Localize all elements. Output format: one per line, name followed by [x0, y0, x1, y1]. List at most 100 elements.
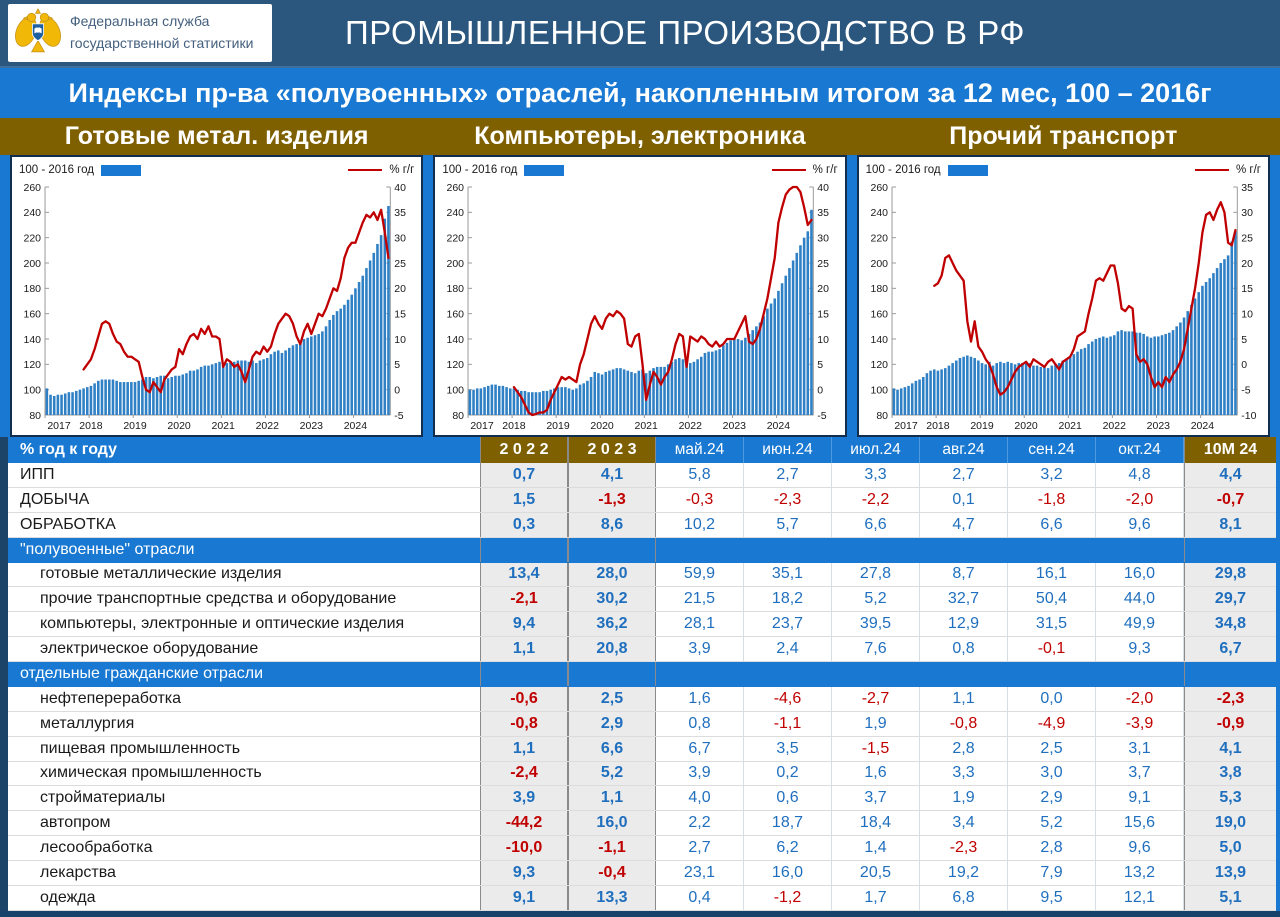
- table-cell: 0,3: [480, 512, 568, 537]
- row-label: химическая промышленность: [40, 764, 262, 782]
- legend-line-label: % г/г: [1235, 164, 1261, 176]
- legend-bars: 100 - 2016 год: [19, 164, 141, 176]
- svg-text:2018: 2018: [79, 420, 103, 432]
- column-header: окт.24: [1096, 437, 1184, 463]
- svg-text:-5: -5: [818, 410, 828, 422]
- table-cell: 6,7: [1184, 637, 1276, 661]
- agency-name: Федеральная служба государственной стати…: [70, 11, 253, 54]
- yoy-line-series: [932, 201, 1237, 396]
- chart-panel-1: 100 - 2016 год % г/г 80 100 120 140 160 180 20…: [433, 155, 847, 437]
- table-cell: 8,6: [568, 512, 656, 537]
- table-cell: 3,3: [832, 463, 920, 487]
- table-cell: 1,4: [832, 836, 920, 860]
- chart-legend: 100 - 2016 год % г/г: [864, 159, 1263, 181]
- bottom-border: [0, 911, 1280, 917]
- table-cell: 6,2: [744, 836, 832, 860]
- table-cell: 16,0: [744, 861, 832, 885]
- table-row: компьютеры, электронные и оптические изд…: [8, 612, 1276, 638]
- svg-text:10: 10: [818, 334, 830, 346]
- table-cell: 5,2: [1008, 811, 1096, 836]
- line-swatch-icon: [1194, 169, 1229, 171]
- table-corner-label: % год к году: [8, 437, 480, 463]
- table-cell: 9,4: [480, 612, 568, 637]
- svg-text:2021: 2021: [1058, 420, 1082, 432]
- table-cell: 5,3: [1184, 786, 1276, 811]
- row-label: прочие транспортные средства и оборудова…: [40, 590, 397, 608]
- svg-text:10: 10: [394, 334, 406, 346]
- table-cell: 1,1: [920, 686, 1008, 711]
- row-label: автопром: [40, 814, 111, 832]
- column-header: июн.24: [744, 437, 832, 463]
- table-cell: 23,1: [656, 861, 744, 885]
- row-label: электрическое оборудование: [40, 640, 259, 658]
- svg-text:240: 240: [870, 207, 888, 219]
- column-header: 2 0 2 2: [480, 437, 568, 463]
- table-cell: -0,1: [1008, 637, 1096, 661]
- svg-text:30: 30: [394, 232, 406, 244]
- row-label: одежда: [40, 888, 96, 906]
- svg-text:2023: 2023: [1146, 420, 1170, 432]
- svg-text:35: 35: [1241, 182, 1253, 194]
- table-cell: 4,1: [568, 463, 656, 487]
- table-cell: 5,1: [1184, 885, 1276, 910]
- table-cell: -3,9: [1096, 711, 1184, 736]
- svg-text:2024: 2024: [344, 420, 368, 432]
- table-cell: -2,7: [832, 686, 920, 711]
- table-cell: 28,0: [568, 562, 656, 587]
- table-cell: [832, 537, 920, 562]
- table-cell: 2,8: [920, 736, 1008, 761]
- bars-series: [45, 206, 390, 415]
- table-cell: -1,2: [744, 885, 832, 910]
- svg-text:100: 100: [870, 384, 888, 396]
- table-cell: 3,5: [744, 736, 832, 761]
- table-cell: 10,2: [656, 512, 744, 537]
- column-header: авг.24: [920, 437, 1008, 463]
- legend-line: % г/г: [1194, 164, 1261, 176]
- table-cell: 6,8: [920, 885, 1008, 910]
- column-header: 2 0 2 3: [568, 437, 656, 463]
- table-cell: 21,5: [656, 587, 744, 612]
- table-cell: 20,5: [832, 861, 920, 885]
- table-cell: -2,0: [1096, 686, 1184, 711]
- table-cell: [656, 662, 744, 686]
- table-cell: -1,1: [568, 836, 656, 860]
- table-cell: -10,0: [480, 836, 568, 860]
- svg-text:200: 200: [870, 258, 888, 270]
- legend-line: % г/г: [348, 164, 414, 176]
- svg-text:-5: -5: [394, 410, 404, 422]
- table-cell: 4,0: [656, 786, 744, 811]
- svg-text:2022: 2022: [1102, 420, 1126, 432]
- svg-text:5: 5: [818, 359, 824, 371]
- legend-bars-label: 100 - 2016 год: [19, 164, 94, 176]
- legend-line-label: % г/г: [812, 164, 838, 176]
- table-cell: 18,7: [744, 811, 832, 836]
- table-cell: 0,8: [920, 637, 1008, 661]
- table-row: электрическое оборудование 1,1 20,8 3,9 2,4 7…: [8, 637, 1276, 662]
- table-cell: 2,8: [1008, 836, 1096, 860]
- svg-text:40: 40: [818, 182, 830, 194]
- table-row: одежда 9,1 13,3 0,4 -1,2 1,7 6,8 9,5 12,1 5,1: [8, 885, 1276, 911]
- table-cell: [832, 662, 920, 686]
- svg-text:30: 30: [818, 232, 830, 244]
- table-cell: 2,9: [568, 711, 656, 736]
- bar-swatch-icon: [947, 164, 988, 176]
- svg-text:140: 140: [447, 334, 465, 346]
- table-cell: -2,4: [480, 761, 568, 786]
- svg-text:35: 35: [818, 207, 830, 219]
- row-label: пищевая промышленность: [40, 739, 241, 757]
- table-cell: 13,4: [480, 562, 568, 587]
- table-cell: 2,4: [744, 637, 832, 661]
- table-row: стройматериалы 3,9 1,1 4,0 0,6 3,7 1,9 2,9 9,1 5,…: [8, 786, 1276, 812]
- table-cell: 1,9: [920, 786, 1008, 811]
- table-cell: 20,8: [568, 637, 656, 661]
- svg-text:180: 180: [23, 283, 41, 295]
- svg-text:140: 140: [870, 334, 888, 346]
- bars-series: [468, 209, 814, 415]
- subtitle-bar: Индексы пр-ва «полувоенных» отраслей, на…: [0, 68, 1280, 118]
- table-cell: 29,7: [1184, 587, 1276, 612]
- legend-bars-label: 100 - 2016 год: [442, 164, 518, 176]
- table-cell: 9,3: [1096, 637, 1184, 661]
- table-cell: [1184, 662, 1276, 686]
